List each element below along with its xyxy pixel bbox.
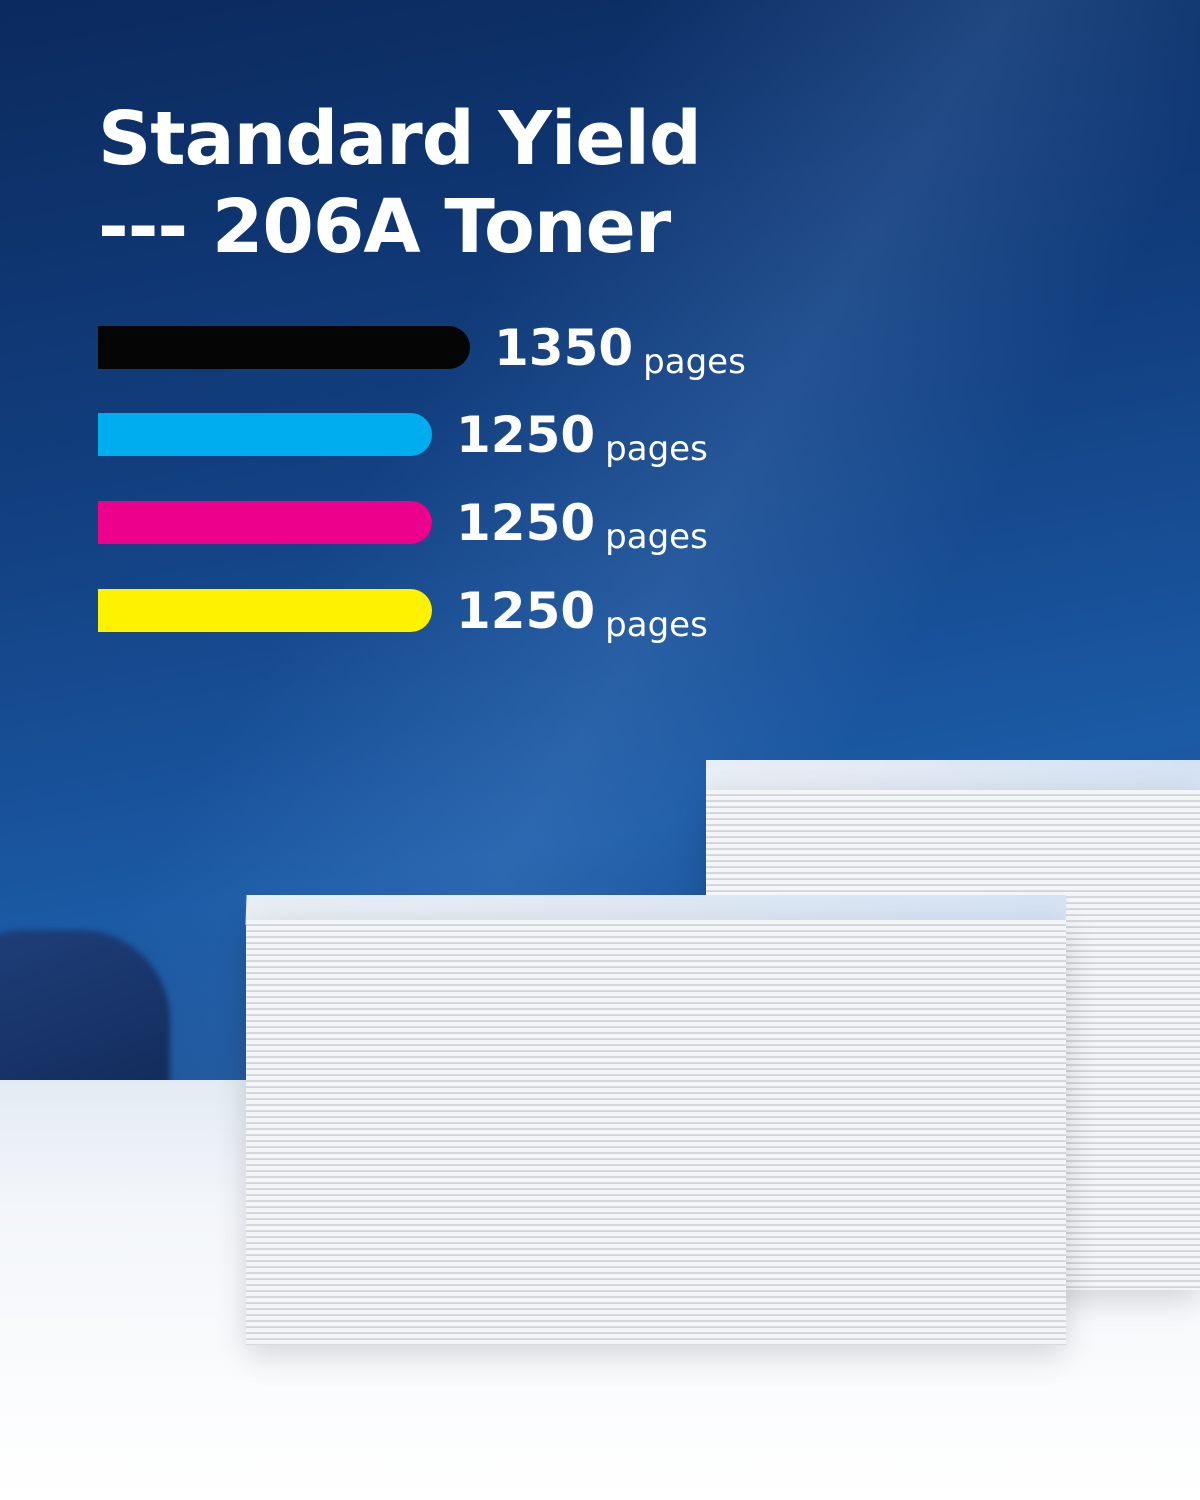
yield-value: 1250 (456, 581, 596, 640)
yield-value: 1250 (456, 405, 596, 464)
yield-bar-yellow (98, 589, 432, 632)
headline-line-2: --- 206A Toner (98, 184, 671, 270)
yield-bar-cyan (98, 413, 432, 456)
yield-bar-black (98, 326, 470, 369)
yield-row-cyan: 1250 pages (98, 406, 708, 469)
yield-row-magenta: 1250 pages (98, 494, 708, 557)
yield-row-black: 1350 pages (98, 319, 746, 382)
headline: Standard Yield --- 206A Toner (98, 95, 702, 271)
headline-line-1: Standard Yield (98, 96, 702, 182)
yield-row-yellow: 1250 pages (98, 582, 708, 645)
yield-unit: pages (605, 516, 708, 557)
paper-stack-back-top (706, 760, 1200, 790)
yield-unit: pages (605, 428, 708, 469)
yield-unit: pages (605, 604, 708, 645)
yield-bar-magenta (98, 501, 432, 544)
yield-unit: pages (643, 341, 746, 382)
paper-stack-front (246, 920, 1066, 1345)
yield-value: 1350 (494, 318, 634, 377)
yield-value: 1250 (456, 493, 596, 552)
